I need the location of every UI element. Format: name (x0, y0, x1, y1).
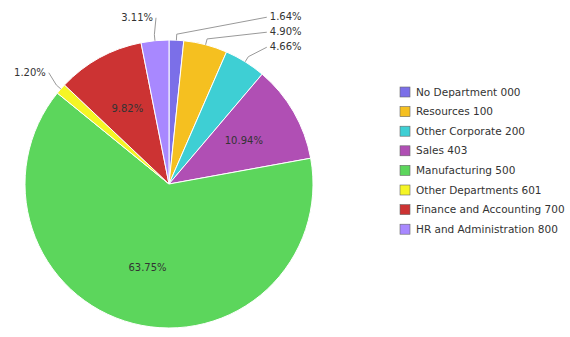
leader-line (206, 32, 267, 45)
legend-swatch (400, 87, 410, 97)
legend-item: Manufacturing 500 (400, 164, 515, 176)
legend: No Department 000 Resources 100 Other Corp… (400, 86, 565, 235)
legend-swatch (400, 224, 410, 234)
leader-line (245, 47, 267, 62)
legend-swatch (400, 185, 410, 195)
chart: 1.64% 4.90% 4.66% 10.94% 63.75% 1.20% 9.82% 3.1… (0, 0, 570, 337)
legend-swatch (400, 205, 410, 215)
legend-label: Other Departments 601 (416, 184, 542, 196)
legend-label: Manufacturing 500 (416, 164, 515, 176)
legend-label: No Department 000 (416, 86, 521, 98)
data-label: 1.64% (270, 11, 302, 22)
data-label: 4.66% (270, 41, 302, 52)
pie-slice (141, 40, 169, 184)
data-label: 10.94% (225, 135, 263, 146)
legend-item: HR and Administration 800 (400, 223, 558, 235)
legend-swatch (400, 165, 410, 175)
legend-item: Finance and Accounting 700 (400, 203, 565, 215)
legend-label: HR and Administration 800 (416, 223, 558, 235)
legend-item: Other Corporate 200 (400, 125, 525, 137)
legend-item: Sales 403 (400, 144, 467, 156)
legend-swatch (400, 107, 410, 117)
legend-label: Sales 403 (416, 144, 467, 156)
data-label: 4.90% (270, 26, 302, 37)
pie (25, 40, 313, 328)
data-labels: 1.64% 4.90% 4.66% 10.94% 63.75% 1.20% 9.82% 3.1… (14, 11, 302, 273)
legend-item: Other Departments 601 (400, 184, 542, 196)
legend-label: Resources 100 (416, 105, 493, 117)
data-label: 63.75% (128, 262, 166, 273)
leader-line (49, 73, 61, 89)
legend-swatch (400, 146, 410, 156)
leader-line (154, 18, 156, 41)
legend-item: No Department 000 (400, 86, 521, 98)
legend-label: Other Corporate 200 (416, 125, 525, 137)
data-label: 9.82% (111, 103, 143, 114)
data-label: 3.11% (121, 12, 153, 23)
legend-label: Finance and Accounting 700 (416, 203, 565, 215)
legend-item: Resources 100 (400, 105, 493, 117)
data-label: 1.20% (14, 67, 46, 78)
legend-swatch (400, 126, 410, 136)
leader-line (176, 17, 266, 40)
